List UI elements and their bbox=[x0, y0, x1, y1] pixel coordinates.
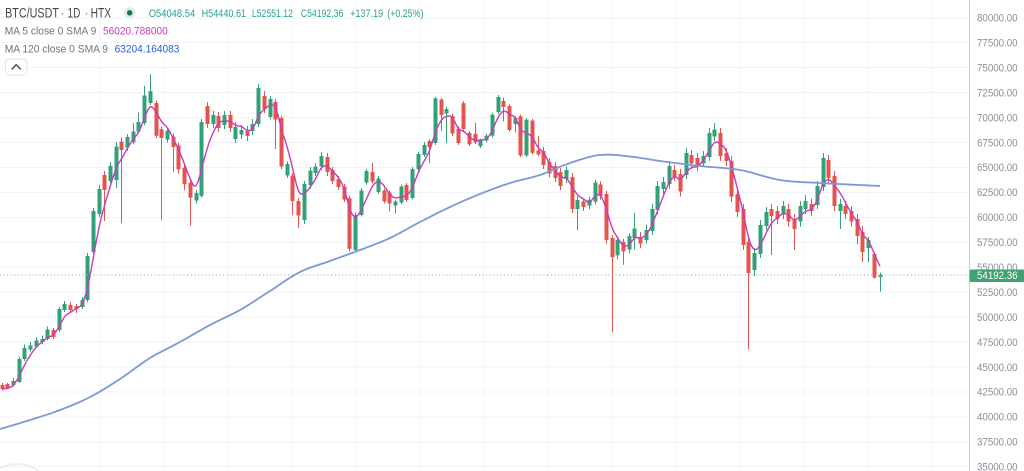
svg-text:O54048.54: O54048.54 bbox=[149, 8, 196, 20]
svg-text:35000.00: 35000.00 bbox=[977, 462, 1018, 471]
svg-text:52500.00: 52500.00 bbox=[977, 287, 1018, 299]
svg-text:HTX: HTX bbox=[91, 6, 112, 21]
svg-text:62500.00: 62500.00 bbox=[977, 187, 1018, 199]
svg-text:42500.00: 42500.00 bbox=[977, 387, 1018, 399]
svg-text:L52551.12: L52551.12 bbox=[252, 8, 293, 20]
svg-text:60000.00: 60000.00 bbox=[977, 212, 1018, 224]
svg-text:63204.164083: 63204.164083 bbox=[115, 43, 180, 55]
svg-text:+137.19: +137.19 bbox=[350, 8, 383, 20]
svg-text:50000.00: 50000.00 bbox=[977, 312, 1018, 324]
svg-text:1D: 1D bbox=[68, 6, 81, 21]
svg-text:C54192.36: C54192.36 bbox=[301, 8, 344, 20]
svg-text:H54440.61: H54440.61 bbox=[202, 8, 247, 20]
svg-text:56020.788000: 56020.788000 bbox=[103, 26, 168, 38]
svg-text:MA 5 close 0 SMA 9: MA 5 close 0 SMA 9 bbox=[5, 26, 97, 38]
svg-text:54192.36: 54192.36 bbox=[977, 270, 1018, 282]
svg-text:67500.00: 67500.00 bbox=[977, 137, 1018, 149]
svg-text:·: · bbox=[61, 6, 65, 20]
svg-text:40000.00: 40000.00 bbox=[977, 412, 1018, 424]
svg-text:·: · bbox=[85, 6, 89, 20]
svg-text:70000.00: 70000.00 bbox=[977, 112, 1018, 124]
svg-text:45000.00: 45000.00 bbox=[977, 362, 1018, 374]
svg-text:72500.00: 72500.00 bbox=[977, 87, 1018, 99]
svg-text:37500.00: 37500.00 bbox=[977, 437, 1018, 449]
svg-text:MA 120 close 0 SMA 9: MA 120 close 0 SMA 9 bbox=[5, 43, 108, 55]
svg-text:47500.00: 47500.00 bbox=[977, 337, 1018, 349]
svg-text:(+0.25%): (+0.25%) bbox=[387, 8, 423, 20]
svg-text:65000.00: 65000.00 bbox=[977, 162, 1018, 174]
svg-text:77500.00: 77500.00 bbox=[977, 38, 1018, 50]
svg-text:80000.00: 80000.00 bbox=[977, 13, 1018, 25]
svg-text:57500.00: 57500.00 bbox=[977, 237, 1018, 249]
svg-text:75000.00: 75000.00 bbox=[977, 63, 1018, 75]
svg-text:BTC/USDT: BTC/USDT bbox=[5, 6, 59, 21]
